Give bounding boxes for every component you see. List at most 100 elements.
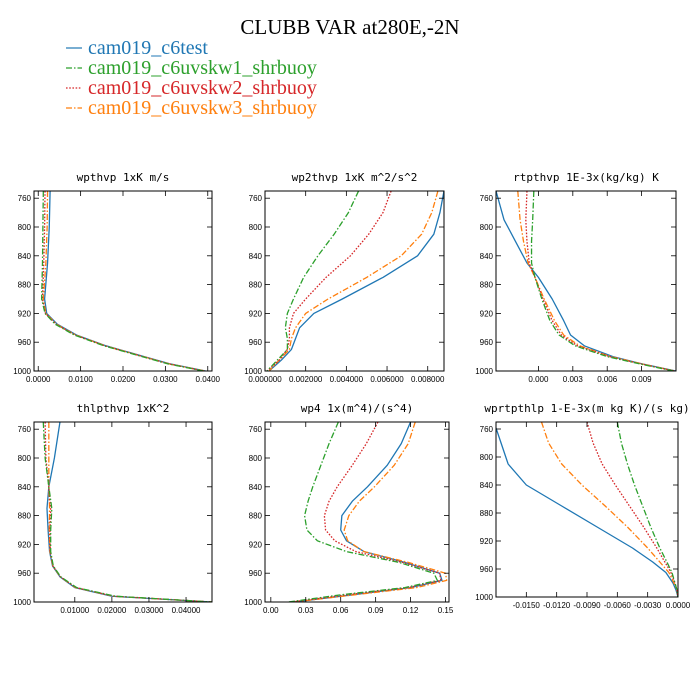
panel: thlpthvp 1xK^2 760 800 840 880 920 960 1000 0.01… — [13, 402, 213, 615]
x-tick-label: -0.0060 — [604, 601, 632, 610]
y-tick-label: 960 — [480, 565, 494, 574]
x-tick-label: 0.02000 — [97, 606, 126, 615]
panel: wpthvp 1xK m/s 760 800 840 880 920 960 10000.00… — [13, 171, 220, 384]
panel: wprtpthlp 1-E-3x(m kg K)/(s kg) 760 800 840… — [475, 402, 691, 610]
y-tick-label: 880 — [249, 512, 263, 521]
x-tick-label: 0.0000 — [666, 601, 691, 610]
panel-title: wpthvp 1xK m/s — [77, 171, 170, 184]
y-tick-label: 960 — [480, 338, 494, 347]
legend-label: cam019_c6test — [88, 37, 208, 59]
y-tick-label: 800 — [480, 223, 494, 232]
legend: cam019_c6testcam019_c6uvskw1_shrbuoycam0… — [66, 37, 317, 119]
x-tick-label: 0.006000 — [370, 375, 404, 384]
y-tick-label: 960 — [249, 569, 263, 578]
y-tick-label: 800 — [480, 453, 494, 462]
y-tick-label: 800 — [18, 454, 32, 463]
x-tick-label: -0.0090 — [573, 601, 601, 610]
y-tick-label: 800 — [249, 223, 263, 232]
series-group — [288, 422, 448, 602]
y-tick-label: 1000 — [475, 593, 493, 602]
series-group — [42, 422, 212, 602]
plot-frame — [264, 190, 445, 372]
x-tick-label: 0.06 — [333, 606, 349, 615]
series-line — [42, 422, 212, 602]
x-tick-label: 0.006 — [597, 375, 618, 384]
y-tick-label: 840 — [249, 483, 263, 492]
y-tick-label: 880 — [249, 281, 263, 290]
y-tick-label: 800 — [249, 454, 263, 463]
x-tick-label: 0.0000 — [26, 375, 51, 384]
y-tick-label: 840 — [480, 252, 494, 261]
y-tick-label: 760 — [18, 194, 32, 203]
series-line — [616, 422, 678, 597]
x-tick-label: 0.03000 — [134, 606, 163, 615]
series-line — [525, 191, 675, 371]
y-tick-label: 920 — [480, 537, 494, 546]
plot-frame — [33, 421, 213, 603]
x-tick-label: 0.04000 — [172, 606, 201, 615]
y-tick-label: 960 — [18, 338, 32, 347]
legend-entry: cam019_c6uvskw3_shrbuoy — [66, 97, 317, 119]
series-line — [530, 191, 674, 371]
legend-label: cam019_c6uvskw3_shrbuoy — [88, 97, 317, 119]
x-tick-label: 0.12 — [403, 606, 419, 615]
series-group — [496, 191, 676, 371]
legend-label: cam019_c6uvskw1_shrbuoy — [88, 57, 317, 79]
y-tick-label: 880 — [480, 509, 494, 518]
x-tick-label: 0.0100 — [68, 375, 93, 384]
x-tick-label: 0.009 — [632, 375, 653, 384]
series-line — [294, 422, 443, 602]
x-tick-label: 0.00 — [263, 606, 279, 615]
x-tick-label: 0.003 — [563, 375, 584, 384]
x-tick-label: 0.000 — [528, 375, 549, 384]
x-tick-label: -0.0030 — [634, 601, 662, 610]
legend-entry: cam019_c6uvskw1_shrbuoy — [66, 57, 317, 79]
y-tick-label: 880 — [18, 281, 32, 290]
x-tick-label: 0.0300 — [153, 375, 178, 384]
series-line — [294, 422, 448, 602]
x-tick-label: 0.004000 — [330, 375, 364, 384]
series-line — [42, 191, 205, 371]
legend-entry: cam019_c6test — [66, 37, 208, 59]
plot-frame — [495, 190, 677, 372]
y-tick-label: 880 — [18, 512, 32, 521]
y-tick-label: 1000 — [13, 367, 31, 376]
panel-title: wprtpthlp 1-E-3x(m kg K)/(s kg) — [484, 402, 689, 415]
y-tick-label: 1000 — [244, 598, 262, 607]
x-tick-label: 0.0200 — [111, 375, 136, 384]
y-tick-label: 960 — [249, 338, 263, 347]
panel-title: thlpthvp 1xK^2 — [77, 402, 170, 415]
y-tick-label: 800 — [18, 223, 32, 232]
y-tick-label: 960 — [18, 569, 32, 578]
y-tick-label: 920 — [18, 540, 32, 549]
series-group — [496, 422, 678, 597]
y-tick-label: 880 — [480, 281, 494, 290]
x-tick-label: -0.0150 — [513, 601, 541, 610]
y-tick-label: 760 — [480, 425, 494, 434]
x-tick-label: 0.008000 — [411, 375, 445, 384]
panel: wp2thvp 1xK m^2/s^2 760 800 840 880 920 960 100… — [244, 171, 445, 384]
y-tick-label: 840 — [249, 252, 263, 261]
series-line — [266, 191, 360, 371]
panels: wpthvp 1xK m/s76080084088092096010000.00… — [13, 171, 691, 615]
y-tick-label: 760 — [18, 425, 32, 434]
figure-title: CLUBB VAR at280E,-2N — [240, 15, 459, 39]
panel-title: wp4 1x(m^4)/(s^4) — [301, 402, 414, 415]
y-tick-label: 840 — [18, 483, 32, 492]
series-line — [291, 422, 442, 602]
series-line — [268, 191, 439, 371]
y-tick-label: 1000 — [475, 367, 493, 376]
x-tick-label: 0.03 — [298, 606, 314, 615]
y-tick-label: 840 — [18, 252, 32, 261]
panel-title: rtpthvp 1E-3x(kg/kg) K — [513, 171, 659, 184]
x-tick-label: 0.000000 — [248, 375, 282, 384]
series-line — [288, 422, 439, 602]
y-tick-label: 920 — [249, 309, 263, 318]
series-line — [517, 191, 675, 371]
x-tick-label: 0.09 — [368, 606, 384, 615]
x-tick-label: -0.0120 — [543, 601, 571, 610]
series-group — [40, 191, 206, 371]
series-line — [40, 191, 204, 371]
legend-label: cam019_c6uvskw2_shrbuoy — [88, 77, 317, 99]
